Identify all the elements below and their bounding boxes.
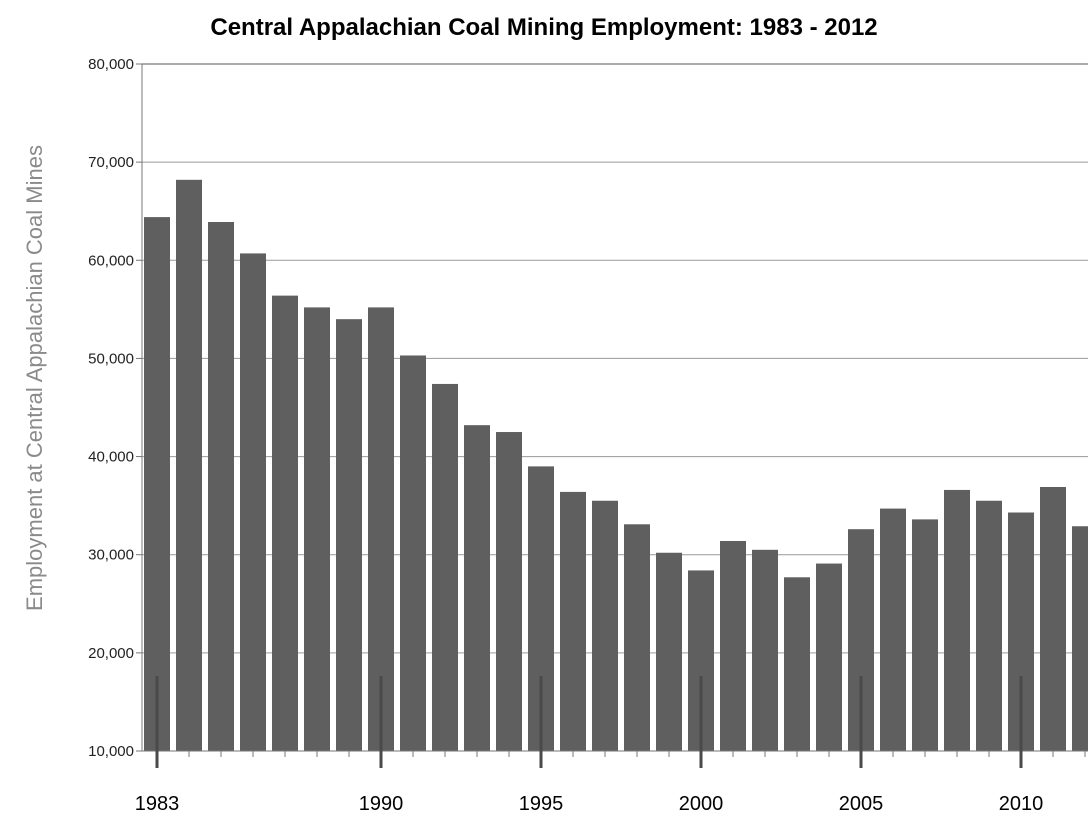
bar [816,563,842,751]
bar [400,355,426,751]
bar-layer [144,179,1088,752]
bar [144,217,170,752]
y-tick-label: 60,000 [88,252,134,269]
x-tick-label: 2000 [679,793,724,815]
bar [912,519,938,751]
bar [1072,526,1088,751]
y-tick-label: 30,000 [88,547,134,564]
y-tick-label: 50,000 [88,350,134,367]
bar [304,307,330,751]
bar [880,508,906,751]
x-tick-label: 1995 [519,793,564,815]
axis-layer [136,63,1088,768]
bar [976,500,1002,751]
y-tick-label: 80,000 [88,56,134,73]
bar [624,524,650,751]
y-tick-label: 20,000 [88,645,134,662]
bar [720,540,746,751]
bar [272,295,298,751]
bar [752,549,778,751]
bar [496,432,522,751]
bar [240,253,266,751]
y-tick-label: 70,000 [88,154,134,171]
y-axis-label: Employment at Central Appalachian Coal M… [22,145,47,611]
y-tick-label: 10,000 [88,743,134,760]
x-tick-label: 1990 [359,793,404,815]
x-tick-label: 1983 [135,793,180,815]
x-tick-label: 2005 [839,793,884,815]
chart-title: Central Appalachian Coal Mining Employme… [210,14,878,41]
bar [784,577,810,751]
bar [336,319,362,751]
bar [944,489,970,751]
y-tick-label: 40,000 [88,449,134,466]
bar [656,552,682,751]
bar [592,500,618,751]
bar [464,425,490,751]
bar [208,222,234,751]
bar [560,491,586,751]
x-tick-label: 2010 [999,793,1044,815]
bar [432,383,458,751]
bar [1040,486,1066,751]
label-layer: 10,000 20,000 30,000 40,000 50,000 60,000 70,0… [88,56,1043,815]
bar [176,179,202,751]
